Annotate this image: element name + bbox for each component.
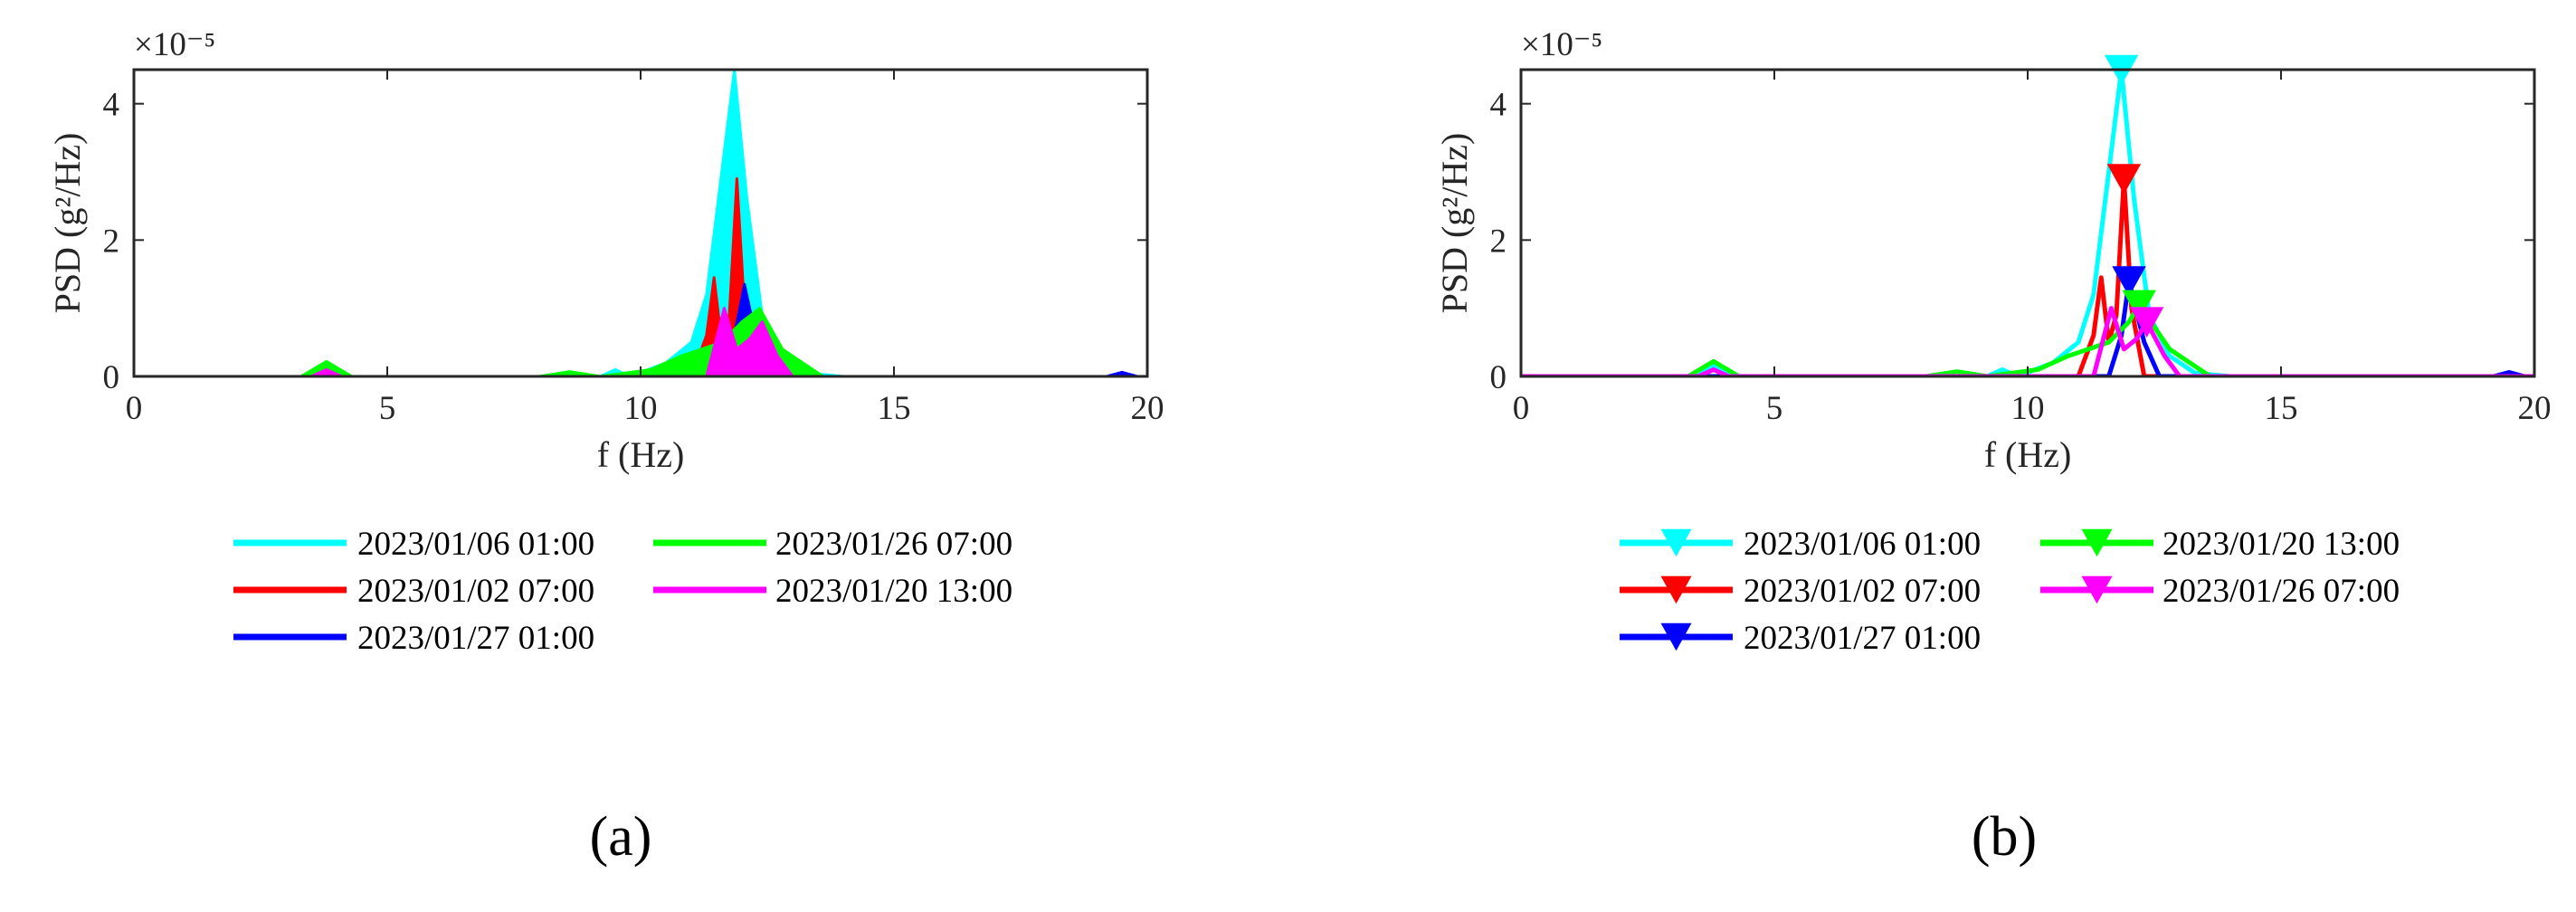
peak-marker-3: [2122, 290, 2156, 321]
legend-label: 2023/01/02 07:00: [357, 573, 594, 610]
x-tick-label: 5: [379, 390, 396, 427]
x-tick-label: 15: [878, 390, 911, 427]
series-line-2: [1521, 279, 2534, 376]
panel-a: 0 5 10 15 20 0 2 4 ×10⁻⁵ f (Hz) PSD (g²/Hz) 2023/01…: [47, 26, 1164, 868]
x-tick-label: 10: [624, 390, 658, 427]
peak-marker-2: [2112, 266, 2146, 297]
series-area-1: [134, 177, 1147, 376]
x-tick-label: 0: [1513, 390, 1530, 427]
legend-label: 2023/01/20 13:00: [775, 573, 1012, 610]
x-tick-label: 10: [2011, 390, 2045, 427]
x-tick-label: 15: [2265, 390, 2298, 427]
axes-box: [1519, 68, 2536, 378]
legend-label: 2023/01/27 01:00: [1744, 620, 1981, 657]
legend-marker: [2081, 575, 2113, 604]
plot-area: [134, 70, 1147, 376]
legend-item: 2023/01/02 07:00: [233, 573, 594, 610]
legend-label: 2023/01/26 07:00: [2163, 573, 2400, 610]
legend-item: 2023/01/20 13:00: [2040, 526, 2400, 563]
x-axis-title: f (Hz): [1984, 434, 2072, 475]
legend: 2023/01/06 01:00 2023/01/02 07:00 2023/01/…: [233, 526, 1012, 657]
panel-b: 0 5 10 15 20 0 2 4 ×10⁻⁵ f (Hz) PSD (g²/Hz) 2023/01…: [1434, 26, 2552, 868]
series-line-0: [1521, 70, 2534, 376]
x-axis-title: f (Hz): [597, 434, 685, 475]
x-tick-label: 5: [1766, 390, 1783, 427]
legend-item: 2023/01/27 01:00: [1620, 620, 1981, 657]
y-tick-label: 0: [103, 359, 120, 396]
legend-marker: [1660, 622, 1692, 651]
series-area-3: [134, 307, 1147, 376]
peak-marker-1: [2106, 164, 2142, 195]
y-exponent-label: ×10⁻⁵: [134, 26, 215, 63]
y-tick-label: 4: [103, 87, 120, 124]
x-tick-label: 0: [126, 390, 143, 427]
y-exponent-label: ×10⁻⁵: [1521, 26, 1602, 63]
panel-label: (b): [1972, 806, 2037, 868]
legend-label: 2023/01/20 13:00: [2163, 526, 2400, 563]
legend-marker: [2081, 528, 2113, 557]
legend-label: 2023/01/02 07:00: [1744, 573, 1981, 610]
legend-marker: [1660, 528, 1692, 557]
series-line-1: [1521, 176, 2534, 376]
peak-marker-4: [2129, 307, 2164, 338]
legend-item: 2023/01/27 01:00: [233, 620, 594, 657]
legend-label: 2023/01/06 01:00: [357, 526, 594, 563]
legend-item: 2023/01/06 01:00: [233, 526, 594, 563]
series-line-3: [1521, 302, 2534, 376]
legend: 2023/01/06 01:00 2023/01/02 07:00 2023/01/…: [1620, 526, 2400, 657]
series-area-2: [134, 282, 1147, 376]
legend-item: 2023/01/26 07:00: [653, 526, 1012, 563]
panel-label: (a): [590, 806, 652, 868]
y-axis-title: PSD (g²/Hz): [1434, 133, 1475, 314]
x-tick-label: 20: [2518, 390, 2552, 427]
legend-label: 2023/01/27 01:00: [357, 620, 594, 657]
plot-area: [1521, 70, 2534, 376]
legend-label: 2023/01/26 07:00: [775, 526, 1012, 563]
legend-item: 2023/01/20 13:00: [653, 573, 1012, 610]
y-axis-title: PSD (g²/Hz): [47, 133, 88, 314]
y-tick-label: 2: [1490, 223, 1507, 260]
legend-marker: [1660, 575, 1692, 604]
y-tick-label: 2: [103, 223, 120, 260]
y-tick-label: 4: [1490, 87, 1507, 124]
y-tick-label: 0: [1490, 359, 1507, 396]
legend-item: 2023/01/26 07:00: [2040, 573, 2400, 610]
axes-box: [132, 68, 1149, 378]
series-area-4: [134, 307, 1147, 376]
legend-item: 2023/01/02 07:00: [1620, 573, 1981, 610]
legend-item: 2023/01/06 01:00: [1620, 526, 1981, 563]
series-line-4: [1521, 306, 2534, 376]
series-area-0: [134, 70, 1147, 376]
x-tick-label: 20: [1131, 390, 1164, 427]
legend-label: 2023/01/06 01:00: [1744, 526, 1981, 563]
